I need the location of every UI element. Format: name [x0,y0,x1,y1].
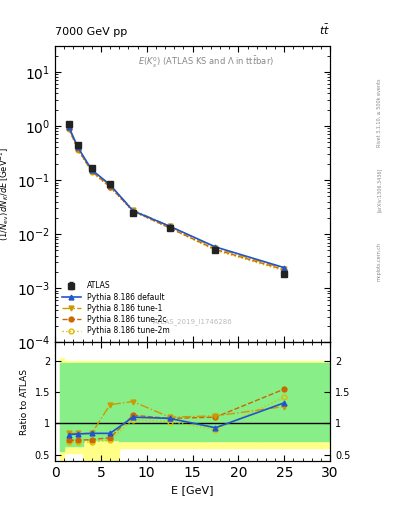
X-axis label: E [GeV]: E [GeV] [171,485,214,495]
Text: mcplots.cern.ch: mcplots.cern.ch [377,242,382,281]
Text: 7000 GeV pp: 7000 GeV pp [55,27,127,37]
Pythia 8.186 tune-1 [282,266,286,272]
Pythia 8.186 tune-2m [167,225,172,231]
Text: $E(K_s^0)$ (ATLAS KS and $\Lambda$ in tt$\bar{t}$bar): $E(K_s^0)$ (ATLAS KS and $\Lambda$ in tt… [138,55,274,70]
Pythia 8.186 tune-1 [130,207,135,213]
Text: $t\bar{t}$: $t\bar{t}$ [319,23,330,37]
Pythia 8.186 tune-2c [167,225,172,231]
Pythia 8.186 default [167,223,172,229]
Pythia 8.186 tune-2m [75,147,80,153]
Pythia 8.186 tune-2c [75,146,80,153]
Pythia 8.186 tune-1 [108,182,112,188]
Line: Pythia 8.186 tune-2m: Pythia 8.186 tune-2m [66,126,287,273]
Pythia 8.186 tune-1 [167,223,172,229]
Y-axis label: Ratio to ATLAS: Ratio to ATLAS [20,369,29,435]
Pythia 8.186 default [130,208,135,214]
Pythia 8.186 tune-1 [75,145,80,152]
Pythia 8.186 tune-2m [66,126,71,132]
Pythia 8.186 default [282,265,286,271]
Pythia 8.186 default [66,123,71,130]
Pythia 8.186 tune-1 [213,245,218,251]
Pythia 8.186 tune-2c [213,246,218,252]
Text: Rivet 3.1.10, ≥ 500k events: Rivet 3.1.10, ≥ 500k events [377,78,382,147]
Pythia 8.186 tune-2m [108,184,112,190]
Text: [arXiv:1306.3436]: [arXiv:1306.3436] [377,167,382,211]
Pythia 8.186 default [75,144,80,151]
Pythia 8.186 tune-2c [108,184,112,190]
Pythia 8.186 tune-1 [66,125,71,131]
Pythia 8.186 tune-2c [130,208,135,214]
Legend: ATLAS, Pythia 8.186 default, Pythia 8.186 tune-1, Pythia 8.186 tune-2c, Pythia 8: ATLAS, Pythia 8.186 default, Pythia 8.18… [59,278,173,338]
Pythia 8.186 default [108,182,112,188]
Pythia 8.186 default [89,167,94,173]
Pythia 8.186 tune-2c [66,125,71,132]
Pythia 8.186 tune-2m [130,208,135,215]
Line: Pythia 8.186 default: Pythia 8.186 default [66,124,287,270]
Pythia 8.186 tune-2m [282,268,286,274]
Y-axis label: $(1/N_{\rm ev})\,dN_K/dE\,[\rm GeV^{-1}]$: $(1/N_{\rm ev})\,dN_K/dE\,[\rm GeV^{-1}]… [0,147,11,241]
Line: Pythia 8.186 tune-2c: Pythia 8.186 tune-2c [66,126,287,272]
Pythia 8.186 tune-2m [213,247,218,253]
Pythia 8.186 tune-1 [89,167,94,174]
Pythia 8.186 tune-2c [89,168,94,175]
Text: ATLAS_2019_I1746286: ATLAS_2019_I1746286 [153,318,232,325]
Line: Pythia 8.186 tune-1: Pythia 8.186 tune-1 [66,125,287,271]
Pythia 8.186 tune-2m [89,169,94,175]
Pythia 8.186 default [213,244,218,250]
Pythia 8.186 tune-2c [282,267,286,273]
